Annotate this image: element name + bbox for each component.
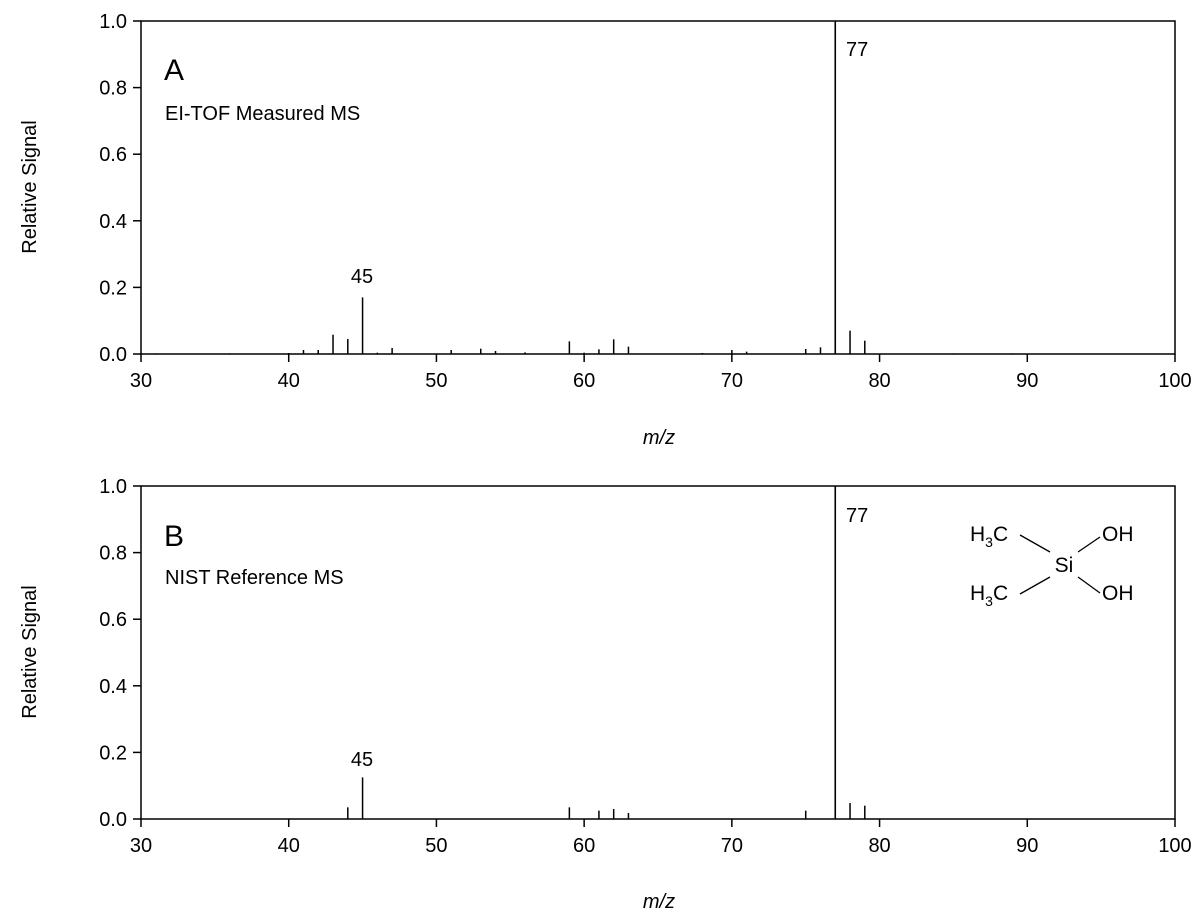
x-tick-label-a-30: 30 bbox=[130, 370, 152, 392]
panel-subtitle-a: EI-TOF Measured MS bbox=[165, 103, 360, 125]
x-tick-label-a-40: 40 bbox=[278, 370, 300, 392]
y-ticks-b: 0.0 0.2 0.4 0.6 0.8 1.0 bbox=[99, 476, 141, 831]
x-tick-label-b-80: 80 bbox=[868, 835, 890, 857]
structure-lower-right: OH bbox=[1102, 582, 1134, 605]
x-tick-label-b-90: 90 bbox=[1016, 835, 1038, 857]
bond-lower-right bbox=[1077, 576, 1101, 594]
x-tick-label-b-60: 60 bbox=[573, 835, 595, 857]
peak-label-77-b: 77 bbox=[846, 505, 868, 527]
bond-upper-left bbox=[1019, 534, 1051, 553]
x-axis-title-b: m/z bbox=[643, 891, 675, 913]
structure-upper-right: OH bbox=[1102, 523, 1134, 546]
panel-b: 30 40 50 60 70 80 90 100 0.0 0.2 0.4 0.6 0.8 1.0 B N… bbox=[19, 476, 1192, 913]
x-tick-label-b-100: 100 bbox=[1158, 835, 1191, 857]
x-tick-label-a-70: 70 bbox=[721, 370, 743, 392]
x-tick-label-a-60: 60 bbox=[573, 370, 595, 392]
y-tick-label-b-0.4: 0.4 bbox=[99, 676, 127, 698]
plot-frame-b bbox=[140, 485, 1176, 820]
plot-frame-a bbox=[140, 20, 1176, 355]
x-axis-title-a: m/z bbox=[643, 427, 675, 449]
bond-lower-left bbox=[1019, 576, 1051, 595]
y-tick-label-a-0.4: 0.4 bbox=[99, 211, 127, 233]
y-tick-label-a-1.0: 1.0 bbox=[99, 11, 127, 33]
peak-label-45-a: 45 bbox=[351, 266, 373, 288]
chemical-structure: H3C H3C Si OH OH bbox=[970, 523, 1134, 609]
y-axis-title-a: Relative Signal bbox=[19, 120, 41, 253]
y-tick-label-a-0.6: 0.6 bbox=[99, 144, 127, 166]
structure-center: Si bbox=[1055, 554, 1074, 577]
peaks-a bbox=[155, 21, 1014, 354]
x-tick-label-b-30: 30 bbox=[130, 835, 152, 857]
bond-upper-right bbox=[1077, 536, 1101, 553]
y-tick-label-b-0.6: 0.6 bbox=[99, 609, 127, 631]
x-tick-label-b-40: 40 bbox=[278, 835, 300, 857]
x-ticks-b: 30 40 50 60 70 80 90 100 bbox=[130, 819, 1192, 857]
x-ticks-a: 30 40 50 60 70 80 90 100 bbox=[130, 354, 1192, 392]
x-tick-label-a-80: 80 bbox=[868, 370, 890, 392]
peak-label-77-a: 77 bbox=[846, 39, 868, 61]
peaks-b bbox=[347, 486, 866, 819]
structure-upper-left: H3C bbox=[970, 523, 1008, 550]
x-tick-label-a-90: 90 bbox=[1016, 370, 1038, 392]
x-tick-label-a-100: 100 bbox=[1158, 370, 1191, 392]
y-axis-title-b: Relative Signal bbox=[19, 585, 41, 718]
y-tick-label-b-0.2: 0.2 bbox=[99, 742, 127, 764]
y-tick-label-b-1.0: 1.0 bbox=[99, 476, 127, 498]
y-ticks-a: 0.0 0.2 0.4 0.6 0.8 1.0 bbox=[99, 11, 141, 366]
y-tick-label-a-0.0: 0.0 bbox=[99, 344, 127, 366]
panel-letter-b: B bbox=[164, 520, 184, 553]
peak-label-45-b: 45 bbox=[351, 749, 373, 771]
panel-letter-a: A bbox=[164, 54, 184, 87]
panel-subtitle-b: NIST Reference MS bbox=[165, 567, 344, 589]
y-tick-label-a-0.2: 0.2 bbox=[99, 277, 127, 299]
y-tick-label-b-0.0: 0.0 bbox=[99, 809, 127, 831]
x-tick-label-b-50: 50 bbox=[425, 835, 447, 857]
x-tick-label-b-70: 70 bbox=[721, 835, 743, 857]
x-tick-label-a-50: 50 bbox=[425, 370, 447, 392]
panel-a: 30 40 50 60 70 80 90 100 0.0 0.2 0.4 0.6 0.8 1.0 A E… bbox=[19, 11, 1192, 449]
y-tick-label-a-0.8: 0.8 bbox=[99, 78, 127, 100]
structure-lower-left: H3C bbox=[970, 582, 1008, 609]
y-tick-label-b-0.8: 0.8 bbox=[99, 543, 127, 565]
